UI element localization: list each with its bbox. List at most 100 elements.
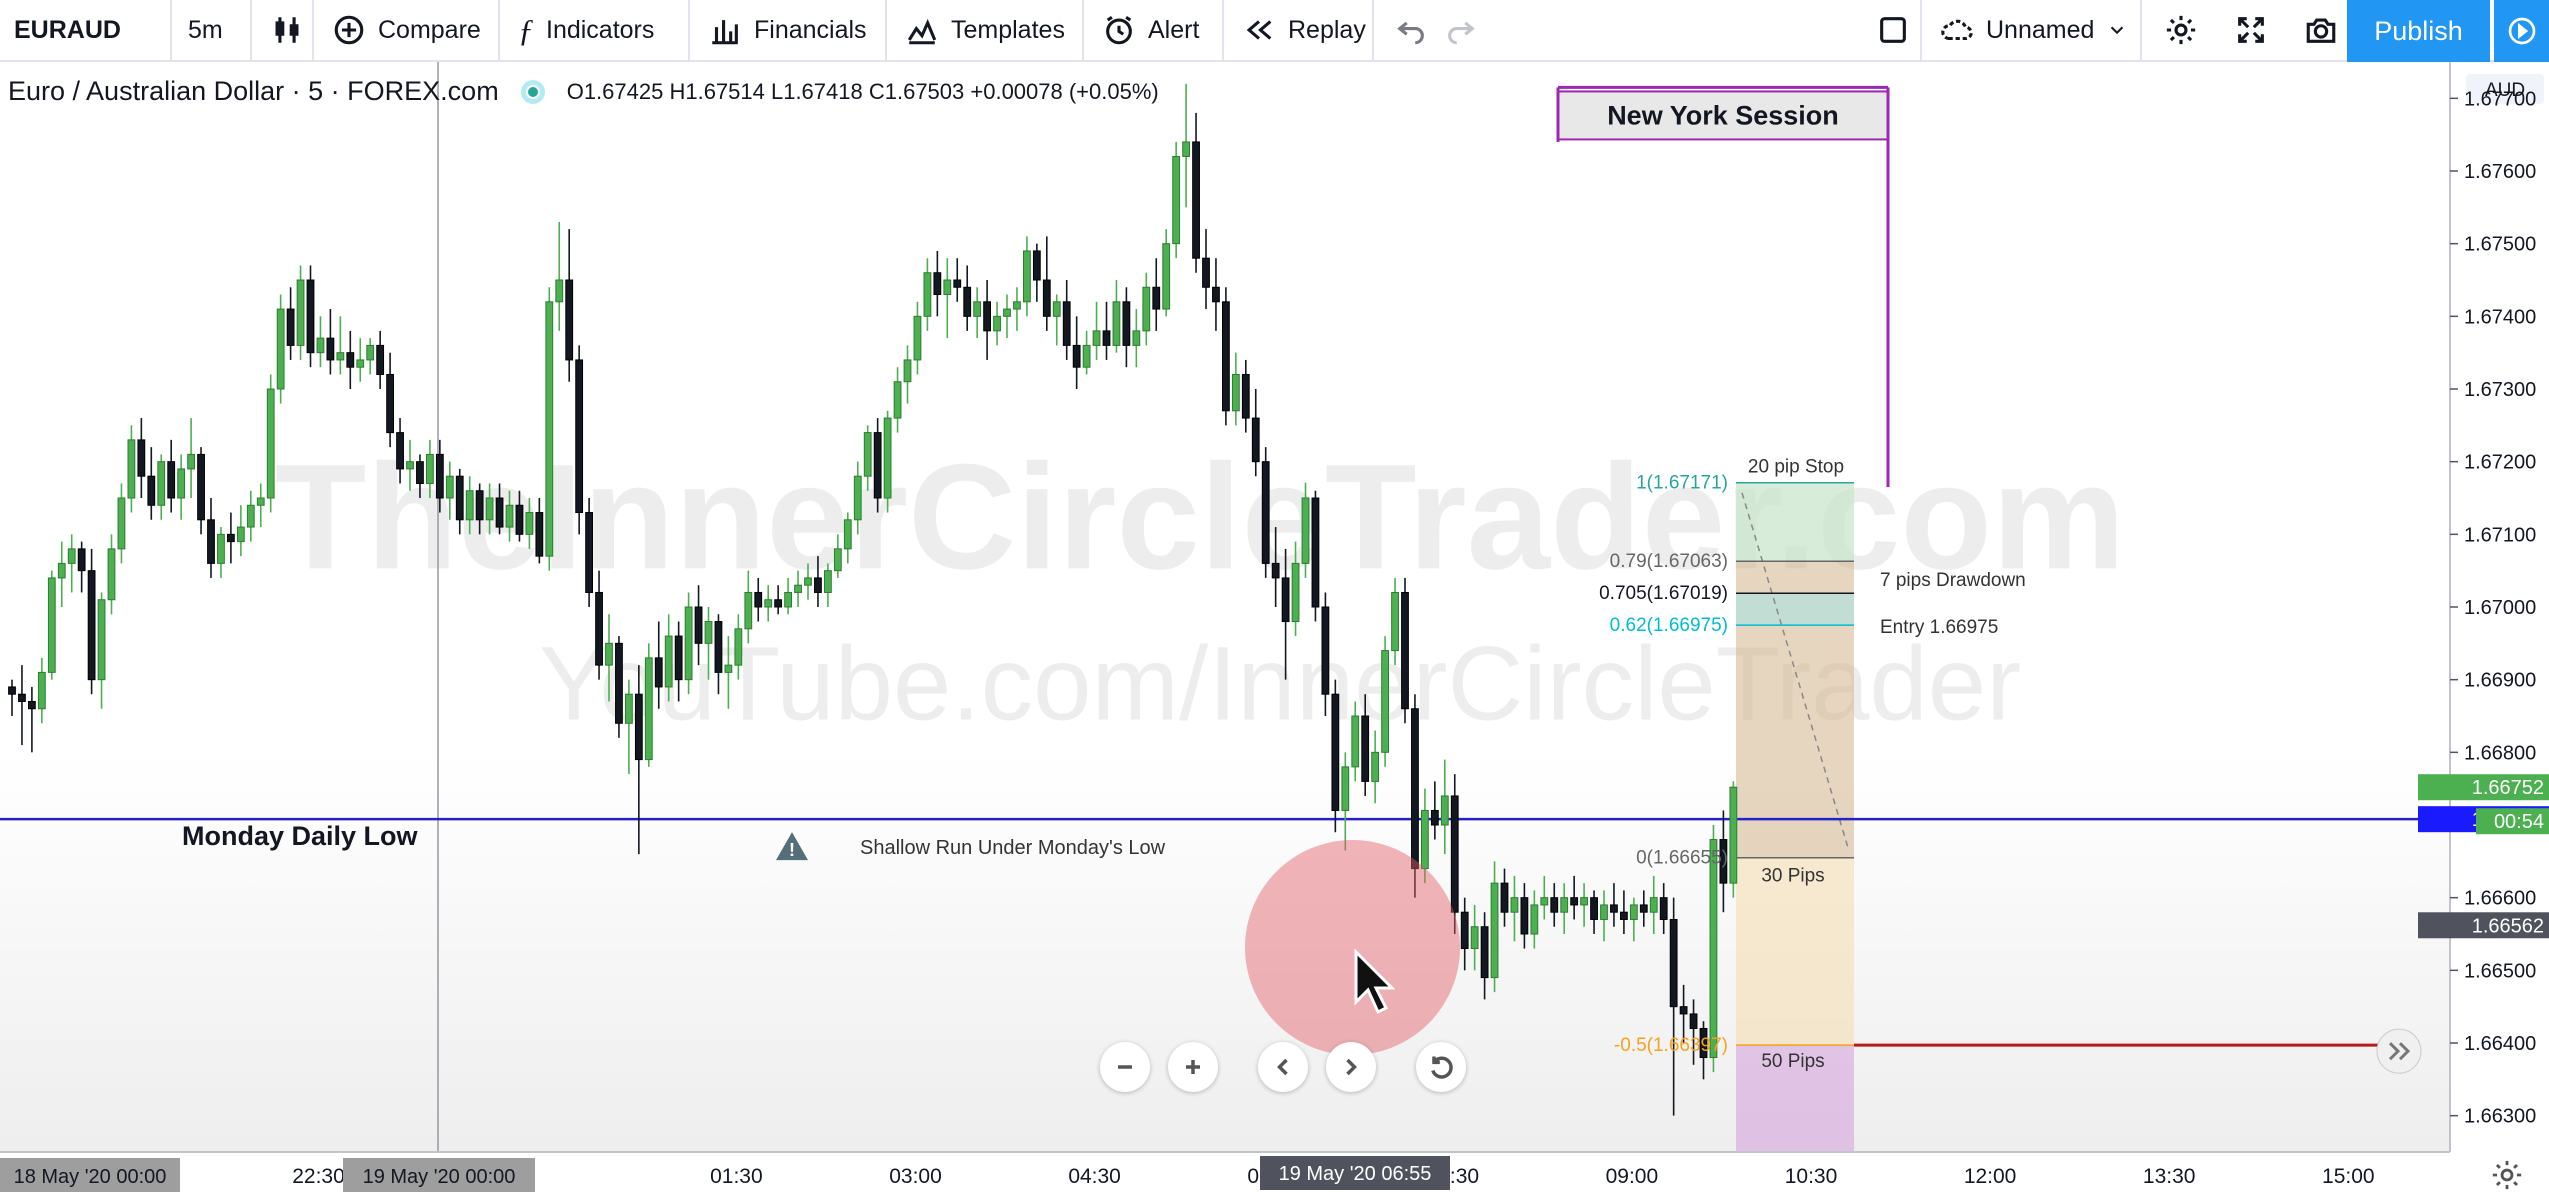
candle-body [843,519,852,550]
undo-button[interactable] [1380,0,1442,60]
candle-body [943,279,952,296]
compare-button[interactable]: Compare [318,0,495,60]
trend-dash-line [1741,492,1849,848]
cloud-icon [1941,19,1973,41]
candle-body [1629,904,1638,920]
price-tick-label: 1.66500 [2464,960,2536,982]
candle-body [1222,301,1230,412]
templates-label: Templates [951,15,1065,44]
templates-button[interactable]: Templates [891,0,1079,60]
candle-body [1709,839,1718,1059]
price-tag [2418,912,2549,939]
candle-body [1182,141,1190,157]
monday-low-label: Monday Daily Low [182,821,419,851]
candle-body [714,621,723,673]
undo-icon [1397,21,1424,45]
price-tick-label: 1.66800 [2464,742,2536,764]
toolbar-divider [170,0,172,60]
settings-button[interactable] [2150,0,2212,60]
candle-body [306,279,315,354]
candle-body [475,490,484,521]
price-chart[interactable]: TheInnerCircleTrader.comYouTube.com/Inne… [0,62,2549,1199]
interval-button[interactable]: 5m [174,0,237,60]
replay-button[interactable]: Replay [1228,0,1380,60]
scroll-left-button[interactable] [1258,1042,1308,1092]
candle-body [1331,693,1340,811]
candle-body [1649,897,1658,913]
zoom-out-button[interactable] [1100,1042,1150,1092]
play-button[interactable] [2494,0,2549,62]
toolbar-divider [885,0,887,60]
candle-body [485,497,494,521]
candle-body [565,279,574,361]
candle-body [1162,243,1171,310]
time-tick-label: 09:00 [1606,1165,1659,1188]
candle-body [1689,1013,1698,1029]
toolbar-divider [1082,0,1084,60]
time-label-highlight [343,1158,535,1192]
snapshot-button[interactable] [2290,0,2352,60]
candle-body [326,337,335,361]
layout-name-button[interactable]: Unnamed [1926,0,2142,60]
financials-button[interactable]: Financials [694,0,881,60]
ohlc-values: O1.67425 H1.67514 L1.67418 C1.67503 +0.0… [566,78,1159,104]
candle-body [1679,1006,1688,1015]
candle-body [1142,286,1151,332]
candle-body [993,315,1001,332]
candle-body [953,279,962,288]
reset-chart-button[interactable] [1416,1042,1466,1092]
candle-body [87,570,96,681]
candle-body [744,591,753,630]
candle-body [1241,373,1250,419]
fullscreen-button[interactable] [2220,0,2282,60]
candle-body [724,664,733,673]
candle-body [1122,301,1131,346]
candle-body [1023,250,1031,303]
crosshair-time-badge [1260,1156,1450,1190]
time-tick-label: 19 May '20 00:00 [363,1166,516,1188]
price-tag-label: 1.66562 [2472,915,2544,937]
chart-type-button[interactable] [256,0,318,60]
expand-icon [2238,17,2264,43]
toolbar-divider [1372,0,1374,60]
candle-body [814,577,822,593]
annotation-text: 7 pips Drawdown [1880,570,2026,591]
candle-body [1251,417,1260,463]
indicators-button[interactable]: ƒ Indicators [504,0,668,60]
scroll-right-button[interactable] [1326,1042,1376,1092]
candle-body [684,606,693,681]
fullscreen-layout-button[interactable] [1862,0,1924,60]
candle-body [336,352,345,361]
time-label-highlight [0,1158,180,1192]
redo-button[interactable] [1430,0,1492,60]
financials-label: Financials [754,15,867,44]
axis-settings-icon[interactable] [2490,1158,2524,1192]
candle-body [366,344,375,361]
zoom-in-button[interactable] [1168,1042,1218,1092]
symbol-name: Euro / Australian Dollar [8,76,285,106]
toolbar-divider [498,0,500,60]
annotations: ! Shallow Run Under Monday's Low 20 pip St… [776,457,2026,1072]
fib-level-label: -0.5(1.66397) [1614,1035,1728,1056]
time-tick-label: 22:30 [292,1165,345,1188]
layout-name-label: Unnamed [1986,15,2095,44]
chevron-left-icon [1277,1058,1288,1076]
candle-body [356,359,365,368]
candle-body [1610,904,1618,913]
candle-body [1600,904,1608,920]
time-axis[interactable]: 18 May '20 00:00 22:30 19 May '20 00:00 01:… [0,1028,2549,1199]
candle-body [37,671,46,710]
publish-button[interactable]: Publish [2347,0,2490,62]
market-status-icon[interactable] [520,79,545,104]
candle-body [585,512,594,593]
candle-body [1620,911,1628,920]
candle-body [1281,577,1290,623]
candle-body [634,693,643,761]
candle-body [1729,786,1738,884]
candle-body [515,504,524,535]
alert-button[interactable]: Alert [1088,0,1213,60]
candle-body [555,279,564,303]
symbol-search-button[interactable]: EURAUD [0,0,135,60]
price-tick-label: 1.67200 [2464,452,2536,474]
